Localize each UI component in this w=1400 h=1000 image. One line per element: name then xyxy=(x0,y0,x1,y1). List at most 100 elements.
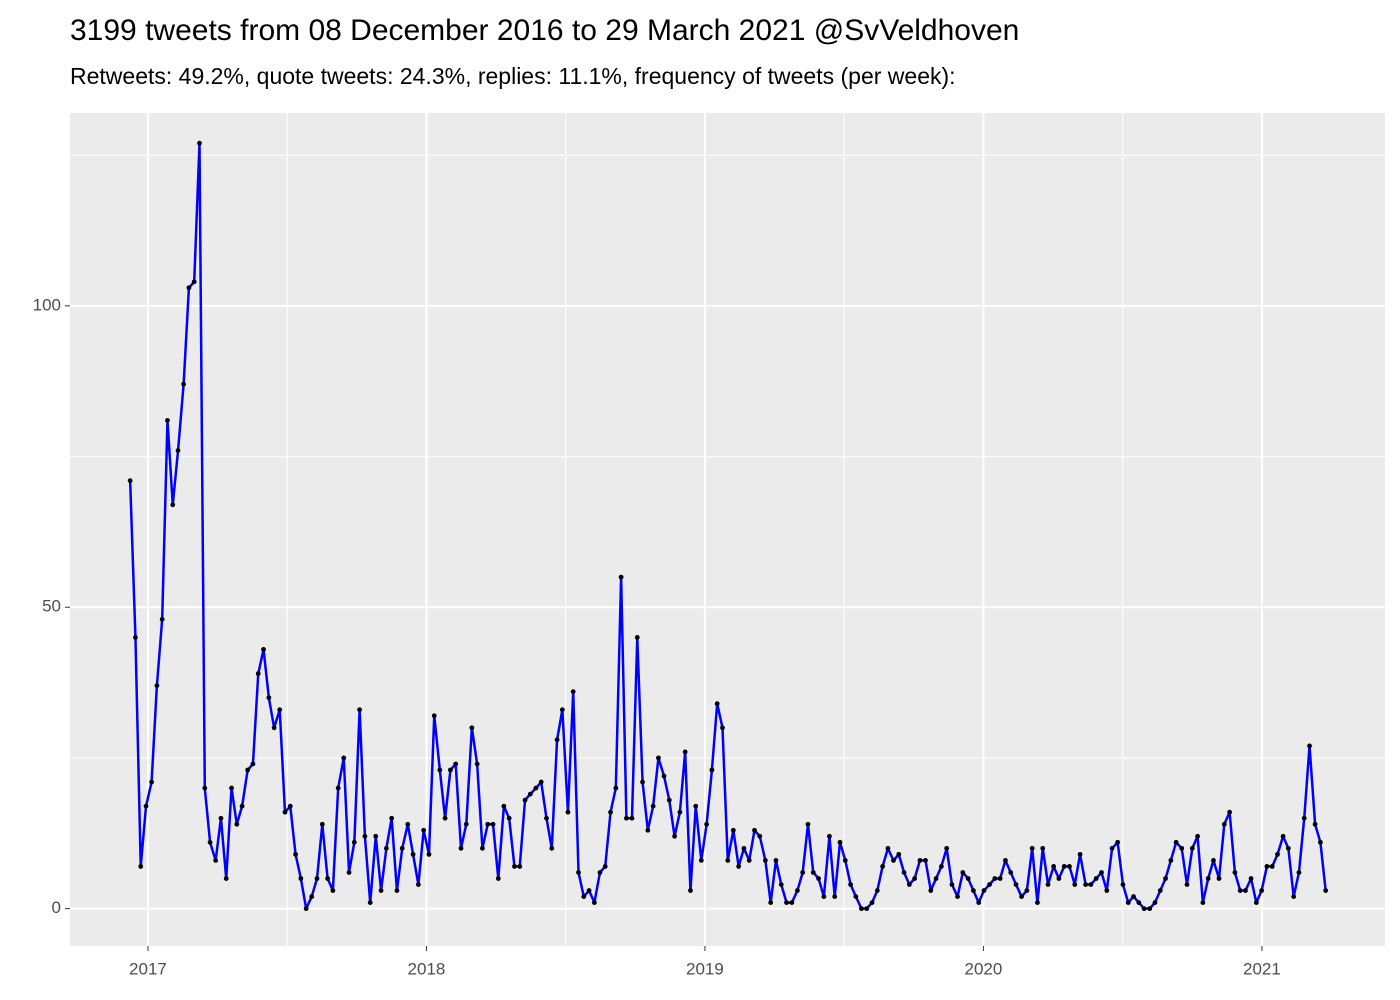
point xyxy=(458,845,464,851)
point xyxy=(1061,864,1067,869)
point xyxy=(624,815,629,821)
point xyxy=(362,833,368,839)
panel xyxy=(70,113,1385,946)
point xyxy=(309,894,315,899)
point xyxy=(469,725,475,731)
point xyxy=(1040,845,1046,851)
point xyxy=(896,851,902,857)
point xyxy=(928,888,934,893)
point xyxy=(661,773,667,779)
point xyxy=(197,140,202,146)
point xyxy=(431,713,437,719)
point xyxy=(773,858,779,863)
point xyxy=(874,888,880,893)
point xyxy=(1077,851,1083,857)
point xyxy=(293,851,298,857)
point xyxy=(816,876,821,881)
point xyxy=(522,797,528,803)
point xyxy=(778,882,784,887)
point xyxy=(154,683,160,689)
x-tick-label: 2019 xyxy=(686,959,724,978)
point xyxy=(559,707,565,713)
point xyxy=(570,689,576,695)
point xyxy=(944,845,950,851)
point xyxy=(901,870,907,875)
point xyxy=(250,761,256,767)
point xyxy=(1189,845,1195,851)
point xyxy=(261,647,266,652)
point xyxy=(864,906,870,912)
point xyxy=(912,876,918,881)
point xyxy=(378,888,384,893)
point xyxy=(549,845,555,851)
point xyxy=(784,900,789,906)
point xyxy=(367,900,373,906)
point xyxy=(415,882,421,887)
point xyxy=(768,900,774,906)
point xyxy=(591,900,597,906)
point xyxy=(832,894,838,899)
point xyxy=(165,418,170,423)
point xyxy=(1035,900,1040,906)
point xyxy=(1109,845,1115,851)
point xyxy=(810,870,816,875)
point xyxy=(720,725,725,731)
point xyxy=(923,858,928,863)
point xyxy=(245,767,251,773)
point xyxy=(581,894,587,899)
point xyxy=(1072,882,1078,887)
point xyxy=(618,574,624,580)
point xyxy=(629,815,635,821)
point xyxy=(906,882,912,887)
point xyxy=(987,882,992,887)
point xyxy=(634,634,640,640)
point xyxy=(474,761,480,767)
point xyxy=(613,785,619,791)
point xyxy=(1093,876,1099,881)
point xyxy=(501,803,507,809)
point xyxy=(1163,876,1168,881)
point xyxy=(880,864,886,869)
point xyxy=(971,888,976,893)
point xyxy=(1221,821,1227,827)
point xyxy=(341,755,347,761)
point xyxy=(965,876,971,881)
point xyxy=(266,695,272,701)
point xyxy=(698,858,704,863)
point xyxy=(287,803,293,809)
point xyxy=(490,821,496,827)
point xyxy=(181,381,187,387)
point xyxy=(1227,809,1233,815)
point xyxy=(656,755,661,761)
point xyxy=(1013,882,1019,887)
point xyxy=(981,888,987,893)
point xyxy=(405,821,411,827)
point xyxy=(1195,833,1200,839)
point xyxy=(127,478,133,484)
point xyxy=(1157,888,1163,893)
point xyxy=(789,900,795,906)
point xyxy=(351,839,357,845)
point xyxy=(298,876,304,881)
point xyxy=(554,737,560,743)
point xyxy=(1291,894,1297,899)
point xyxy=(1296,870,1302,875)
point xyxy=(736,864,742,869)
point xyxy=(597,870,603,875)
point xyxy=(677,809,683,815)
point xyxy=(448,767,453,773)
point xyxy=(159,616,165,622)
point xyxy=(1099,870,1104,875)
y-tick-label: 0 xyxy=(52,898,61,917)
point xyxy=(138,864,144,869)
point xyxy=(1264,864,1270,869)
point xyxy=(389,815,395,821)
point xyxy=(325,876,330,881)
point xyxy=(517,864,523,869)
point xyxy=(277,707,283,713)
chart-title: 3199 tweets from 08 December 2016 to 29 … xyxy=(70,14,1019,47)
x-tick-label: 2018 xyxy=(408,959,446,978)
point xyxy=(383,845,389,851)
point xyxy=(1232,870,1238,875)
